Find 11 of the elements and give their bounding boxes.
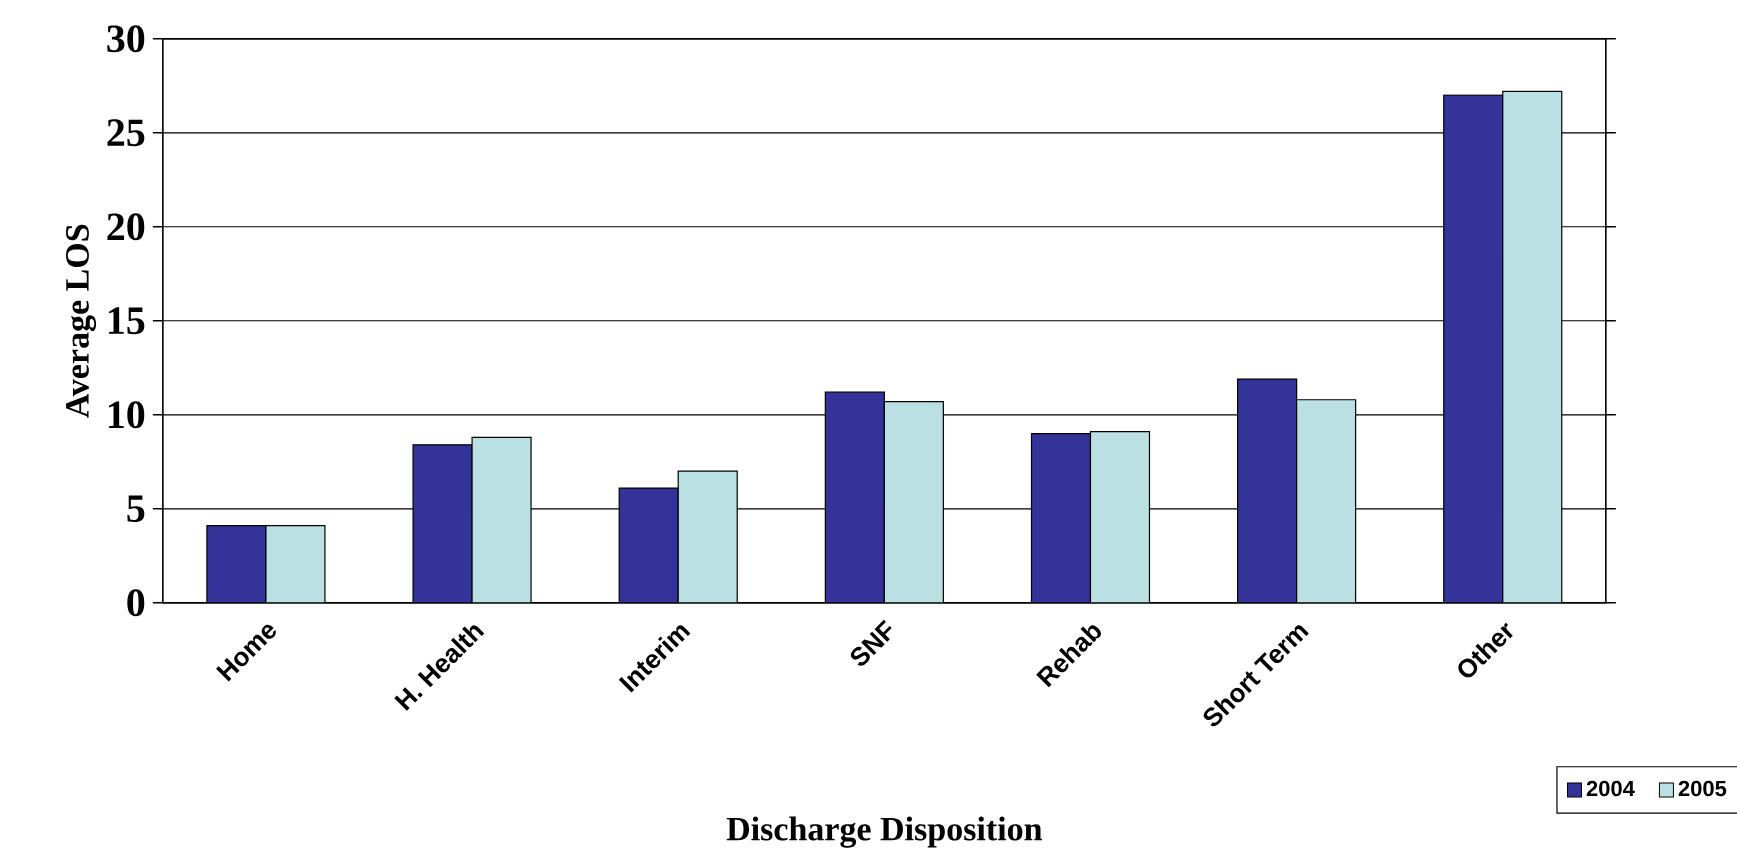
legend-label: 2004 xyxy=(1586,780,1635,797)
y-tick-label: 25 xyxy=(107,119,145,147)
y-tick-label: 30 xyxy=(107,25,145,53)
y-tick-label: 20 xyxy=(107,213,145,241)
y-tick-label: 0 xyxy=(127,589,145,617)
y-tick-label: 5 xyxy=(127,495,145,523)
y-tick-label: 15 xyxy=(108,307,145,335)
y-tick-label: 10 xyxy=(108,401,145,429)
y-axis-title: Average LOS xyxy=(66,224,97,418)
x-axis-title: Discharge Disposition xyxy=(726,816,1043,848)
legend-label: 2005 xyxy=(1678,780,1727,797)
